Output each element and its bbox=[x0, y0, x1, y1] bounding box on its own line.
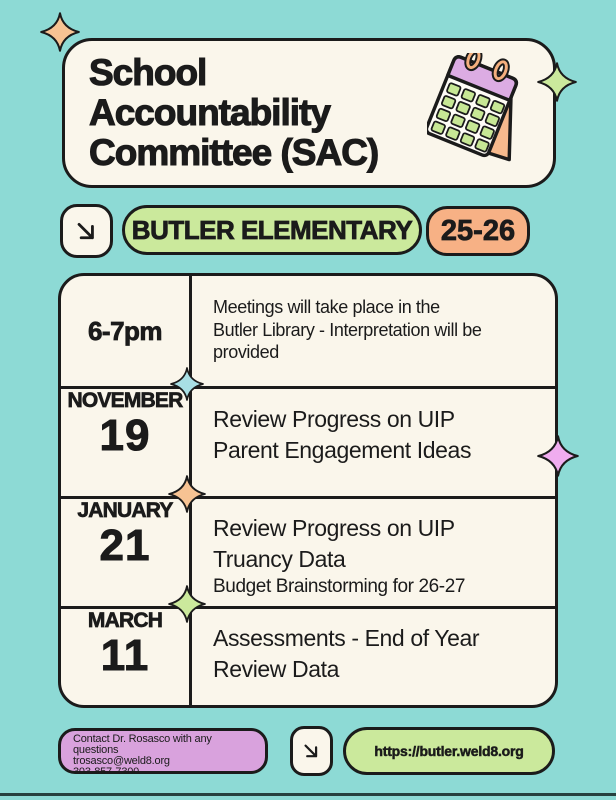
website-link-badge[interactable]: https://butler.weld8.org bbox=[343, 727, 555, 775]
day-number: 21 bbox=[99, 521, 151, 570]
contact-email: trosasco@weld8.org bbox=[73, 755, 170, 767]
title-line-2: Accountability bbox=[88, 92, 331, 133]
date-cell-november: NOVEMBER 19 bbox=[61, 389, 189, 459]
agenda-subline: Budget Brainstorming for 26-27 bbox=[213, 576, 466, 597]
website-url: https://butler.weld8.org bbox=[374, 743, 524, 760]
row-divider bbox=[61, 496, 555, 499]
agenda-cell: Assessments - End of Year Review Data bbox=[213, 623, 541, 685]
school-name-label: BUTLER ELEMENTARY bbox=[131, 214, 413, 245]
info-line: provided bbox=[213, 342, 279, 362]
row-divider bbox=[61, 606, 555, 609]
sparkle-icon bbox=[170, 367, 204, 401]
row-divider bbox=[61, 386, 555, 389]
agenda-line: Review Data bbox=[213, 656, 339, 682]
agenda-cell: Review Progress on UIP Parent Engagement… bbox=[213, 404, 541, 466]
sparkle-icon bbox=[168, 475, 206, 513]
sparkle-icon bbox=[537, 62, 577, 102]
arrow-button bbox=[60, 204, 113, 258]
school-name-badge: BUTLER ELEMENTARY bbox=[122, 205, 422, 255]
month-label: NOVEMBER bbox=[67, 389, 183, 413]
school-year-badge: 25-26 bbox=[426, 206, 530, 256]
agenda-line: Assessments - End of Year bbox=[213, 625, 480, 651]
info-line: Meetings will take place in the bbox=[213, 297, 440, 317]
info-line: Butler Library - Interpretation will be bbox=[213, 319, 482, 340]
day-number: 11 bbox=[100, 631, 150, 680]
meeting-info-cell: Meetings will take place in the Butler L… bbox=[213, 296, 541, 364]
sparkle-icon bbox=[537, 435, 579, 477]
sparkle-icon bbox=[168, 585, 206, 623]
date-cell-march: MARCH 11 bbox=[61, 609, 189, 679]
month-label: JANUARY bbox=[77, 499, 174, 523]
date-cell-january: JANUARY 21 bbox=[61, 499, 189, 569]
arrow-down-right-icon bbox=[304, 744, 318, 758]
schedule-table: 6-7pm Meetings will take place in the Bu… bbox=[58, 273, 558, 708]
contact-phone: 303-857-7300 bbox=[73, 766, 140, 774]
contact-line: questions bbox=[73, 744, 119, 756]
meeting-time: 6-7pm bbox=[87, 315, 163, 346]
calendar-header-band bbox=[446, 55, 519, 103]
calendar-grid bbox=[430, 82, 506, 153]
agenda-line: Review Progress on UIP bbox=[213, 515, 455, 541]
agenda-line: Parent Engagement Ideas bbox=[213, 437, 472, 463]
agenda-cell: Review Progress on UIP Truancy Data Budg… bbox=[213, 513, 541, 599]
school-year-label: 25-26 bbox=[440, 214, 516, 247]
month-label: MARCH bbox=[87, 609, 164, 633]
bottom-edge-line bbox=[0, 793, 616, 796]
page-title: School Accountability Committee (SAC) bbox=[88, 52, 379, 173]
meeting-time-cell: 6-7pm bbox=[61, 276, 189, 386]
calendar-rings bbox=[464, 53, 510, 83]
calendar-icon bbox=[427, 53, 519, 162]
title-line-3: Committee (SAC) bbox=[88, 132, 379, 173]
arrow-down-right-icon bbox=[78, 222, 95, 239]
title-card: School Accountability Committee (SAC) bbox=[62, 38, 556, 188]
day-number: 19 bbox=[99, 411, 151, 460]
arrow-button bbox=[290, 726, 333, 776]
contact-info-box: Contact Dr. Rosasco with any questions t… bbox=[58, 728, 268, 774]
contact-line: Contact Dr. Rosasco with any bbox=[73, 733, 212, 745]
sparkle-icon bbox=[40, 12, 80, 52]
title-line-1: School bbox=[88, 52, 207, 93]
agenda-line: Truancy Data bbox=[213, 546, 346, 572]
agenda-line: Review Progress on UIP bbox=[213, 406, 455, 432]
